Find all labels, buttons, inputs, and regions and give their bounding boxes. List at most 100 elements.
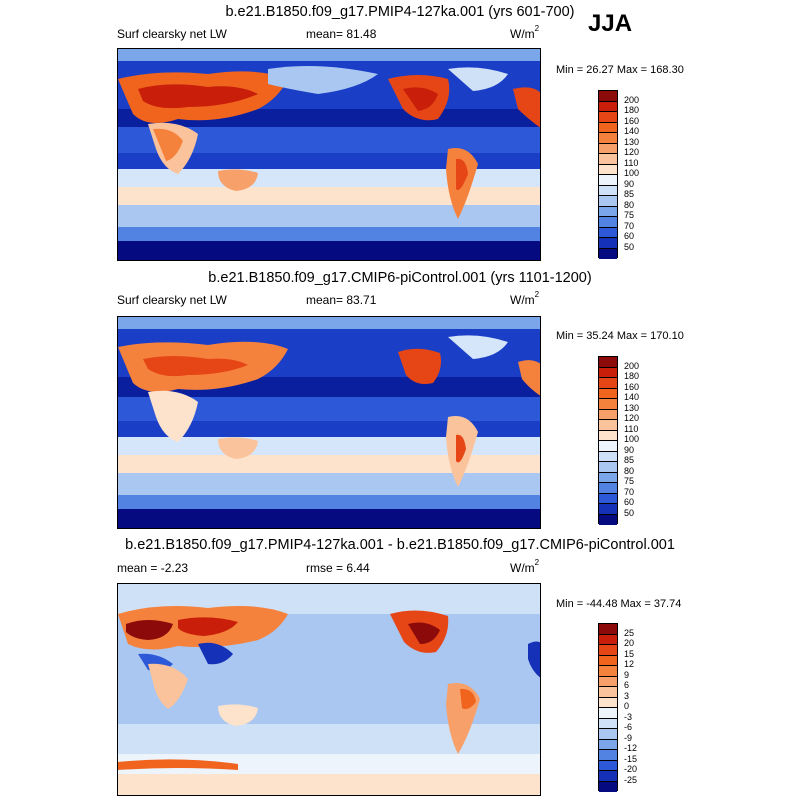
colorbar-tick-label: 120: [624, 413, 640, 423]
colorbar-swatch: [599, 357, 617, 368]
colorbar-swatch: [599, 133, 617, 144]
colorbar-swatch: [599, 175, 617, 186]
panel-2-mean-label: mean= 83.71: [306, 293, 377, 307]
colorbar-swatch: [599, 367, 617, 378]
panel-1-mean-label: mean= 81.48: [306, 27, 377, 41]
colorbar-tick-label: 90: [624, 444, 635, 455]
colorbar-swatch: [599, 472, 617, 483]
colorbar-swatch: [599, 504, 617, 515]
colorbar-tick-label: 20: [624, 638, 635, 648]
colorbar-swatch: [599, 399, 617, 410]
colorbar-swatch: [599, 409, 617, 420]
colorbar-tick-label: 50: [624, 241, 635, 252]
colorbar-tick-label: 160: [624, 115, 640, 126]
colorbar-tick-label: -20: [624, 764, 638, 774]
panel-3-minmax: Min = -44.48 Max = 37.74: [556, 598, 682, 610]
colorbar-tick-label: -15: [624, 753, 638, 764]
colorbar-tick-label: 75: [624, 210, 635, 220]
colorbar-swatch: [599, 739, 617, 750]
panel-2-minmax: Min = 35.24 Max = 170.10: [556, 330, 684, 342]
colorbar-tick-label: 9: [624, 669, 630, 680]
colorbar-swatch: [599, 760, 617, 771]
panel-1-colorbar: [598, 90, 618, 259]
colorbar-swatch: [599, 781, 617, 792]
panel-3-map: [117, 583, 541, 796]
colorbar-swatch: [599, 248, 617, 259]
colorbar-tick-label: 75: [624, 476, 635, 486]
colorbar-tick-label: 140: [624, 392, 640, 402]
colorbar-swatch: [599, 388, 617, 399]
colorbar-swatch: [599, 378, 617, 389]
colorbar-swatch: [599, 112, 617, 123]
panel-1-units: W/m2: [510, 24, 540, 41]
panel-3-units: W/m2: [510, 558, 540, 575]
colorbar-swatch: [599, 771, 617, 782]
colorbar-tick-label: 80: [624, 465, 635, 476]
colorbar-swatch: [599, 238, 617, 249]
colorbar-tick-label: -25: [624, 774, 638, 785]
colorbar-swatch: [599, 697, 617, 708]
colorbar-tick-label: 70: [624, 220, 635, 231]
colorbar-swatch: [599, 217, 617, 228]
colorbar-tick-label: -3: [624, 711, 633, 722]
colorbar-tick-label: 3: [624, 690, 630, 701]
colorbar-swatch: [599, 645, 617, 656]
colorbar-swatch: [599, 655, 617, 666]
colorbar-swatch: [599, 101, 617, 112]
panel-1-colorbar-labels: 200 180 160 140 130 120 110 100 90 85 80 75 70 60 50: [624, 90, 664, 258]
colorbar-tick-label: 200: [624, 360, 640, 371]
panel-3-colorbar: [598, 623, 618, 792]
colorbar-tick-label: 0: [624, 701, 630, 711]
colorbar-tick-label: -9: [624, 732, 633, 743]
colorbar-swatch: [599, 462, 617, 473]
colorbar-swatch: [599, 666, 617, 677]
colorbar-swatch: [599, 143, 617, 154]
colorbar-swatch: [599, 687, 617, 698]
colorbar-swatch: [599, 227, 617, 238]
colorbar-tick-label: 90: [624, 178, 635, 189]
colorbar-swatch: [599, 185, 617, 196]
colorbar-tick-label: 100: [624, 168, 640, 178]
colorbar-swatch: [599, 420, 617, 431]
colorbar-tick-label: 110: [624, 423, 639, 434]
colorbar-swatch: [599, 122, 617, 133]
colorbar-swatch: [599, 154, 617, 165]
colorbar-swatch: [599, 451, 617, 462]
panel-2-title: b.e21.B1850.f09_g17.CMIP6-piControl.001 …: [208, 270, 592, 286]
panel-1-minmax: Min = 26.27 Max = 168.30: [556, 64, 684, 76]
season-label: JJA: [588, 10, 633, 37]
panel-1-map: [117, 48, 541, 261]
colorbar-swatch: [599, 750, 617, 761]
panel-3-title: b.e21.B1850.f09_g17.PMIP4-127ka.001 - b.…: [125, 537, 675, 553]
panel-3-colorbar-labels: 25 20 15 12 9 6 3 0 -3 -6 -9 -12 -15 -20 -25: [624, 623, 664, 791]
panel-2-map: [117, 316, 541, 529]
colorbar-swatch: [599, 718, 617, 729]
colorbar-swatch: [599, 164, 617, 175]
colorbar-tick-label: 60: [624, 497, 635, 507]
colorbar-tick-label: 110: [624, 157, 639, 168]
colorbar-tick-label: 6: [624, 680, 630, 690]
colorbar-tick-label: 160: [624, 381, 640, 392]
colorbar-swatch: [599, 514, 617, 525]
colorbar-tick-label: 100: [624, 434, 640, 444]
colorbar-swatch: [599, 441, 617, 452]
colorbar-tick-label: 180: [624, 371, 640, 381]
colorbar-swatch: [599, 493, 617, 504]
panel-2-colorbar-labels: 200 180 160 140 130 120 110 100 90 85 80 75 70 60 50: [624, 356, 664, 524]
colorbar-tick-label: 50: [624, 507, 635, 518]
panel-2-variable-label: Surf clearsky net LW: [117, 293, 227, 307]
colorbar-swatch: [599, 196, 617, 207]
colorbar-tick-label: 140: [624, 126, 640, 136]
colorbar-swatch: [599, 430, 617, 441]
panel-2-colorbar: [598, 356, 618, 525]
panel-1-variable-label: Surf clearsky net LW: [117, 27, 227, 41]
panel-3-mean-label: mean = -2.23: [117, 561, 189, 575]
colorbar-tick-label: 25: [624, 627, 635, 638]
colorbar-swatch: [599, 91, 617, 102]
panel-1-title: b.e21.B1850.f09_g17.PMIP4-127ka.001 (yrs…: [225, 4, 575, 20]
colorbar-tick-label: -6: [624, 722, 633, 732]
colorbar-tick-label: 200: [624, 94, 640, 105]
panel-2-units: W/m2: [510, 290, 540, 307]
colorbar-swatch: [599, 676, 617, 687]
colorbar-tick-label: 70: [624, 486, 635, 497]
